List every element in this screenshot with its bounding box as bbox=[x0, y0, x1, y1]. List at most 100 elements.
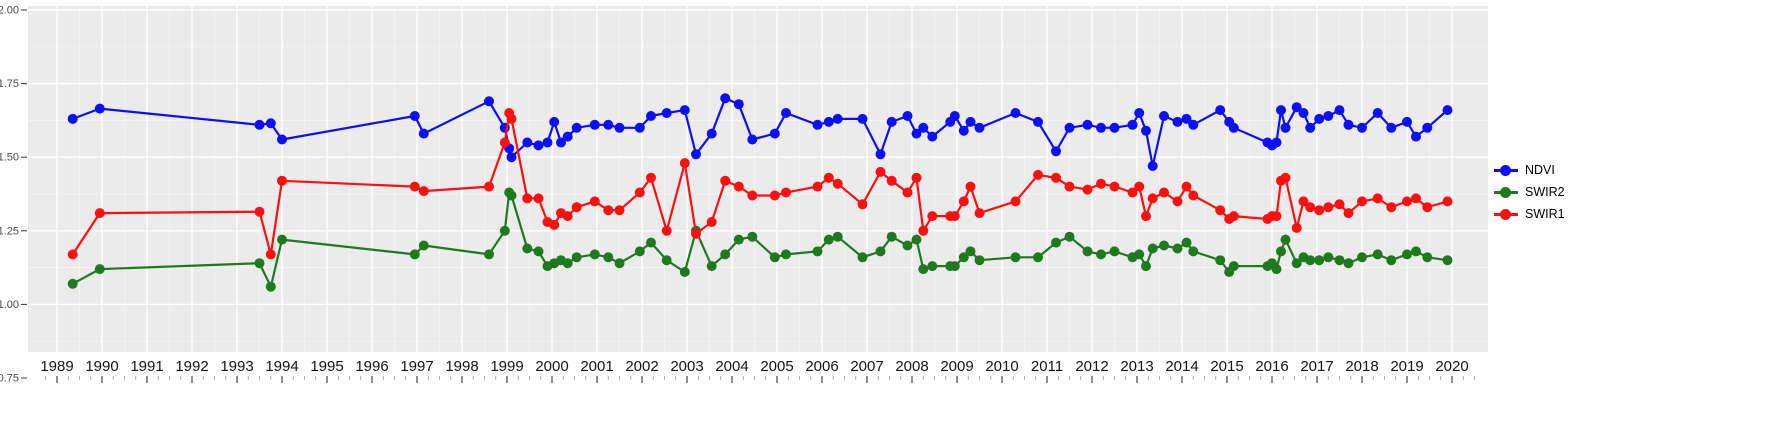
data-point bbox=[691, 228, 701, 239]
data-point bbox=[1215, 255, 1226, 266]
data-point bbox=[1134, 108, 1145, 118]
swir2-series-marker-icon bbox=[1494, 186, 1518, 198]
data-point bbox=[646, 172, 656, 183]
data-point bbox=[265, 281, 276, 292]
data-point bbox=[733, 99, 744, 110]
data-point bbox=[1372, 193, 1383, 204]
x-tick-label: 1992 bbox=[175, 358, 208, 375]
data-point bbox=[1147, 243, 1158, 254]
data-point bbox=[1402, 249, 1412, 260]
data-point bbox=[1188, 190, 1199, 201]
data-point bbox=[254, 206, 265, 217]
x-tick-label: 1994 bbox=[265, 358, 298, 375]
data-point bbox=[603, 252, 614, 263]
data-point bbox=[634, 187, 645, 198]
x-tick-label: 2010 bbox=[985, 358, 1018, 375]
data-point bbox=[918, 122, 929, 133]
data-point bbox=[812, 119, 823, 130]
data-point bbox=[720, 93, 731, 104]
data-point bbox=[603, 205, 614, 216]
x-tick-label: 1993 bbox=[220, 358, 253, 375]
data-point bbox=[409, 249, 420, 260]
data-point bbox=[506, 190, 517, 201]
data-point bbox=[769, 128, 780, 139]
data-point bbox=[832, 178, 843, 189]
data-point bbox=[1357, 252, 1367, 263]
data-point bbox=[1386, 255, 1397, 266]
data-point bbox=[67, 113, 78, 124]
x-tick-label: 1990 bbox=[85, 358, 118, 375]
data-point bbox=[1271, 211, 1282, 222]
legend-label-ndvi: NDVI bbox=[1525, 163, 1555, 177]
data-point bbox=[1357, 122, 1367, 133]
data-point bbox=[1127, 187, 1138, 198]
data-point bbox=[1051, 172, 1061, 183]
data-point bbox=[499, 137, 510, 148]
data-point bbox=[902, 187, 913, 198]
data-point bbox=[679, 267, 690, 277]
data-point bbox=[1411, 193, 1421, 204]
data-point bbox=[911, 128, 922, 139]
data-point bbox=[706, 128, 717, 139]
x-tick-label: 2011 bbox=[1031, 358, 1063, 375]
x-tick-label: 2018 bbox=[1345, 358, 1378, 375]
data-point bbox=[958, 252, 969, 263]
y-tick-label: 0.75 bbox=[0, 373, 19, 385]
data-point bbox=[1305, 255, 1316, 266]
data-point bbox=[1323, 252, 1334, 263]
data-point bbox=[679, 105, 690, 116]
data-point bbox=[823, 234, 834, 245]
data-point bbox=[94, 208, 105, 219]
x-tick-label: 2013 bbox=[1120, 358, 1153, 375]
data-point bbox=[857, 252, 868, 263]
data-point bbox=[533, 140, 544, 151]
data-point bbox=[1386, 122, 1397, 133]
data-point bbox=[409, 111, 420, 121]
data-point bbox=[1228, 261, 1239, 272]
data-point bbox=[1033, 169, 1043, 180]
data-point bbox=[949, 211, 960, 222]
data-point bbox=[1291, 222, 1302, 233]
x-tick-label: 1989 bbox=[40, 358, 73, 375]
data-point bbox=[1172, 243, 1183, 254]
data-point bbox=[506, 152, 517, 163]
data-point bbox=[1422, 252, 1433, 263]
y-tick-label: 2.00 bbox=[0, 5, 19, 17]
data-point bbox=[1181, 237, 1192, 248]
data-point bbox=[418, 186, 429, 197]
data-point bbox=[974, 208, 985, 219]
data-point bbox=[1134, 181, 1145, 192]
data-point bbox=[720, 175, 731, 186]
data-point bbox=[1159, 240, 1169, 251]
data-point bbox=[875, 246, 886, 257]
data-point bbox=[1033, 116, 1043, 127]
data-point bbox=[823, 172, 834, 183]
data-point bbox=[1010, 108, 1021, 118]
data-point bbox=[1064, 122, 1075, 133]
data-point bbox=[484, 181, 494, 192]
data-point bbox=[958, 196, 969, 207]
data-point bbox=[277, 175, 287, 186]
data-point bbox=[589, 249, 600, 260]
data-point bbox=[265, 118, 276, 129]
legend-item-ndvi: NDVI bbox=[1494, 163, 1565, 177]
data-point bbox=[277, 134, 287, 145]
data-point bbox=[1291, 258, 1302, 269]
data-point bbox=[1411, 131, 1421, 142]
data-point bbox=[902, 111, 913, 121]
data-point bbox=[1323, 111, 1334, 121]
data-point bbox=[522, 137, 533, 148]
data-point bbox=[949, 111, 960, 121]
x-tick-label: 1999 bbox=[490, 358, 523, 375]
data-point bbox=[1172, 196, 1183, 207]
data-point bbox=[94, 103, 105, 114]
data-point bbox=[1402, 116, 1412, 127]
x-tick-label: 2019 bbox=[1390, 358, 1423, 375]
data-point bbox=[1033, 252, 1043, 263]
data-point bbox=[571, 252, 582, 263]
data-point bbox=[706, 261, 717, 272]
swir1-series-marker-icon bbox=[1494, 208, 1518, 220]
gridlines bbox=[28, 6, 1488, 352]
data-point bbox=[1141, 125, 1151, 136]
